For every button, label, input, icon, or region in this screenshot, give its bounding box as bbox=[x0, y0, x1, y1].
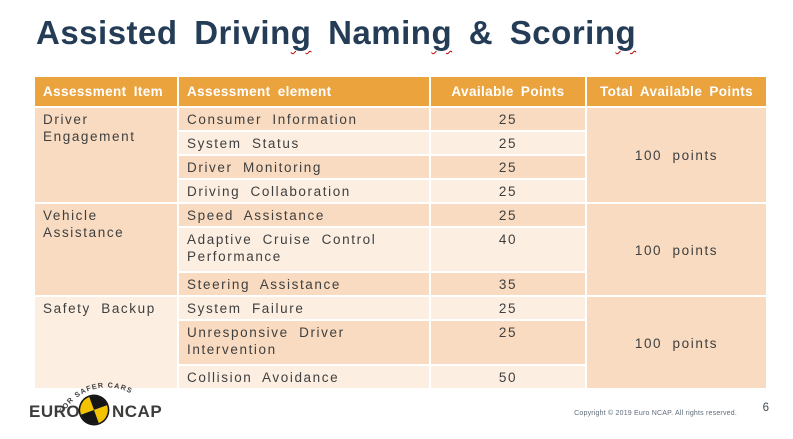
points-cell: 25 bbox=[429, 319, 587, 366]
table-row: Safety Backup System Failure 25 100 poin… bbox=[33, 295, 768, 390]
crash-test-dummy-icon bbox=[78, 394, 110, 426]
item-cell: Vehicle Assistance bbox=[33, 202, 179, 297]
table-header-row: Assessment Item Assessment element Avail… bbox=[33, 75, 768, 108]
element-cell: Driving Collaboration bbox=[177, 178, 431, 204]
element-cell: Consumer Information bbox=[177, 106, 431, 132]
total-cell: 100 points bbox=[585, 106, 768, 204]
title-part: Namin bbox=[311, 14, 432, 51]
table-row: Driver Engagement Consumer Information 2… bbox=[33, 106, 768, 204]
col-header-available-points: Available Points bbox=[429, 75, 587, 108]
page-number: 6 bbox=[762, 402, 769, 414]
table-row: Vehicle Assistance Speed Assistance 25 1… bbox=[33, 202, 768, 297]
logo-euro-text: EURO bbox=[29, 402, 80, 421]
page-title: Assisted Driving Naming & Scoring bbox=[36, 14, 636, 52]
scoring-table: Assessment Item Assessment element Avail… bbox=[33, 75, 768, 390]
copyright-text: Copyright © 2019 Euro NCAP. All rights r… bbox=[574, 410, 737, 417]
points-cell: 40 bbox=[429, 226, 587, 273]
element-cell: Speed Assistance bbox=[177, 202, 431, 228]
scoring-table-container: Assessment Item Assessment element Avail… bbox=[33, 75, 768, 390]
title-part-squiggled: g bbox=[290, 14, 312, 51]
table-row: Driver Monitoring 25 bbox=[34, 154, 767, 180]
col-header-assessment-element: Assessment element bbox=[177, 75, 431, 108]
item-cell: Safety Backup bbox=[33, 295, 179, 390]
points-cell: 25 bbox=[429, 202, 587, 228]
points-cell: 25 bbox=[429, 130, 587, 156]
logo-ncap-text: NCAP bbox=[112, 402, 162, 421]
total-cell: 100 points bbox=[585, 295, 768, 390]
points-cell: 25 bbox=[429, 106, 587, 132]
table-row: Steering Assistance 35 bbox=[34, 271, 767, 297]
title-part: & Scorin bbox=[452, 14, 616, 51]
euroncap-logo: EURO NCAP FOR SAFER CARS bbox=[29, 380, 162, 426]
element-cell: System Status bbox=[177, 130, 431, 156]
table-row: Unresponsive Driver Intervention 25 bbox=[34, 319, 767, 366]
element-cell: Steering Assistance bbox=[177, 271, 431, 297]
element-cell: Driver Monitoring bbox=[177, 154, 431, 180]
table-row: Driving Collaboration 25 bbox=[34, 178, 767, 204]
total-cell: 100 points bbox=[585, 202, 768, 297]
item-cell: Driver Engagement bbox=[33, 106, 179, 204]
element-cell: Unresponsive Driver Intervention bbox=[177, 319, 431, 366]
points-cell: 35 bbox=[429, 271, 587, 297]
table-row: System Status 25 bbox=[34, 130, 767, 156]
title-part-squiggled: g bbox=[431, 14, 453, 51]
element-cell: System Failure bbox=[177, 295, 431, 321]
title-part-squiggled: g bbox=[615, 14, 637, 51]
table-row: Collision Avoidance 50 bbox=[34, 364, 767, 390]
points-cell: 25 bbox=[429, 154, 587, 180]
element-cell: Adaptive Cruise Control Performance bbox=[177, 226, 431, 273]
col-header-assessment-item: Assessment Item bbox=[33, 75, 179, 108]
element-cell: Collision Avoidance bbox=[177, 364, 431, 390]
points-cell: 25 bbox=[429, 178, 587, 204]
title-part: Assisted Drivin bbox=[36, 14, 291, 51]
table-row: Adaptive Cruise Control Performance 40 bbox=[34, 226, 767, 273]
points-cell: 50 bbox=[429, 364, 587, 390]
points-cell: 25 bbox=[429, 295, 587, 321]
col-header-total-available-points: Total Available Points bbox=[585, 75, 768, 108]
